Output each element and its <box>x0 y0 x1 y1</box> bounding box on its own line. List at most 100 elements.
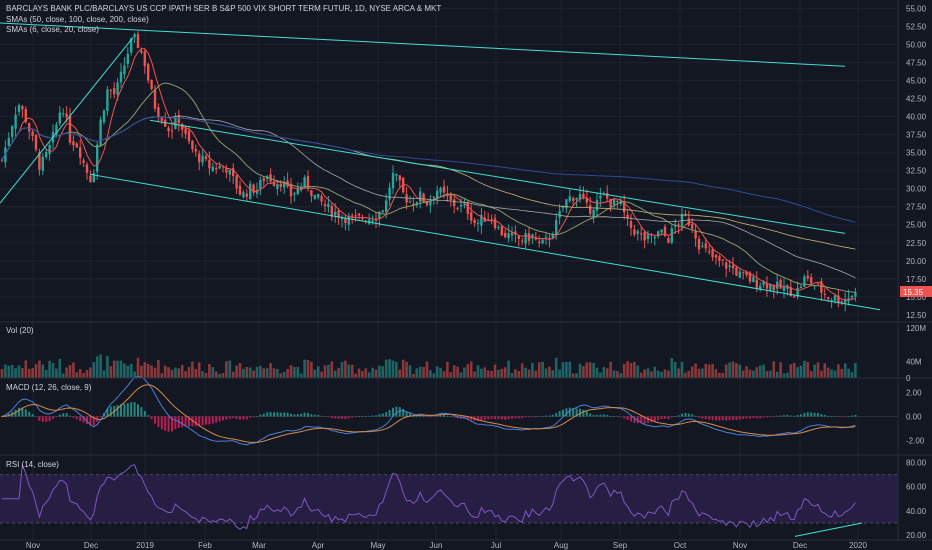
candle-body <box>568 196 571 201</box>
macd-histogram-bar <box>279 412 282 417</box>
macd-histogram-bar <box>851 415 853 417</box>
candle-body <box>609 198 612 207</box>
macd-histogram-bar <box>245 416 248 420</box>
macd-histogram-bar <box>772 416 775 418</box>
candle-body <box>755 279 758 288</box>
candle-body <box>388 187 391 200</box>
candle-body <box>4 147 7 163</box>
macd-histogram-bar <box>273 412 275 417</box>
volume-bar <box>272 368 276 378</box>
volume-bar <box>313 369 317 378</box>
candle-body <box>442 186 446 193</box>
macd-histogram-bar <box>269 412 272 417</box>
candle-body <box>293 193 296 195</box>
candle-body <box>599 195 602 199</box>
candle-body <box>45 152 48 158</box>
macd-histogram-bar <box>385 412 388 417</box>
candle-body <box>7 137 10 146</box>
volume-bar <box>265 368 269 378</box>
trend-line <box>0 22 846 67</box>
volume-bar <box>21 368 24 378</box>
macd-histogram-bar <box>368 415 371 417</box>
volume-bar <box>126 365 130 378</box>
candle-body <box>106 89 109 112</box>
sma-20-line <box>1 82 856 293</box>
volume-bar <box>408 365 412 378</box>
volume-bar <box>323 365 327 378</box>
macd-histogram-bar <box>31 413 34 417</box>
candle-body <box>623 201 626 213</box>
candle-body <box>677 224 680 226</box>
macd-histogram-bar <box>759 416 762 419</box>
volume-bar <box>38 360 41 378</box>
candle-body <box>225 168 228 173</box>
macd-histogram-bar <box>745 416 748 419</box>
candle-body <box>456 207 459 209</box>
candle-body <box>62 113 65 115</box>
volume-bar <box>592 362 595 378</box>
volume-bar <box>197 362 201 378</box>
volume-bar <box>89 367 92 378</box>
macd-histogram-bar <box>514 416 517 419</box>
candle-body <box>531 234 534 239</box>
macd-histogram-bar <box>585 411 588 417</box>
price-tick-label: 52.50 <box>906 23 927 32</box>
candle-body <box>432 196 435 198</box>
candle-body <box>218 166 221 169</box>
candle-body <box>238 185 242 195</box>
volume-bar <box>463 367 466 378</box>
volume-bar <box>755 367 759 378</box>
candle-body <box>415 202 418 206</box>
volume-bar <box>157 359 160 378</box>
candle-body <box>711 249 714 258</box>
macd-histogram-bar <box>436 415 439 417</box>
macd-histogram-bar <box>477 416 479 421</box>
volume-bar <box>840 368 844 378</box>
candle-body <box>381 210 384 213</box>
macd-histogram-bar <box>303 412 306 417</box>
price-badge-bg <box>900 286 932 297</box>
volume-bar <box>565 361 568 378</box>
macd-histogram-bar <box>82 416 85 423</box>
candle-body <box>850 295 854 298</box>
candle-body <box>119 71 123 83</box>
macd-histogram-bar <box>140 407 143 417</box>
candle-body <box>436 190 439 199</box>
volume-bar <box>789 364 793 378</box>
macd-histogram-bar <box>677 415 680 417</box>
candle-body <box>422 193 425 202</box>
macd-histogram-bar <box>636 416 639 424</box>
macd-histogram-bar <box>109 406 112 417</box>
candle-body <box>55 124 58 135</box>
candle-body <box>126 53 129 65</box>
macd-histogram-bar <box>58 414 61 417</box>
macd-histogram-bar <box>429 416 432 418</box>
volume-bar <box>398 369 402 378</box>
macd-histogram-bar <box>766 416 768 418</box>
volume-bar <box>660 371 663 378</box>
macd-histogram-bar <box>256 416 258 417</box>
chart-title: BARCLAYS BANK PLC/BARCLAYS US CCP IPATH … <box>6 4 441 13</box>
volume-bar <box>174 367 177 378</box>
macd-histogram-bar <box>143 410 146 417</box>
macd-histogram-bar <box>55 416 58 418</box>
macd-histogram-bar <box>568 407 571 417</box>
candle-body <box>31 131 34 137</box>
macd-histogram-bar <box>300 413 303 417</box>
volume-bar <box>520 363 524 378</box>
macd-histogram-bar <box>443 415 445 417</box>
macd-histogram-bar <box>630 416 632 422</box>
macd-histogram-bar <box>545 415 547 417</box>
macd-histogram-bar <box>504 416 507 420</box>
volume-bar <box>748 369 752 378</box>
price-tick-label: 32.50 <box>906 167 927 176</box>
volume-bar <box>714 369 718 378</box>
volume-bar <box>561 362 565 378</box>
macd-histogram-bar <box>470 416 473 421</box>
volume-bar <box>401 359 405 378</box>
macd-histogram-bar <box>1 416 3 418</box>
candle-body <box>276 184 279 189</box>
candle-body <box>463 204 466 206</box>
volume-bar <box>347 364 351 378</box>
